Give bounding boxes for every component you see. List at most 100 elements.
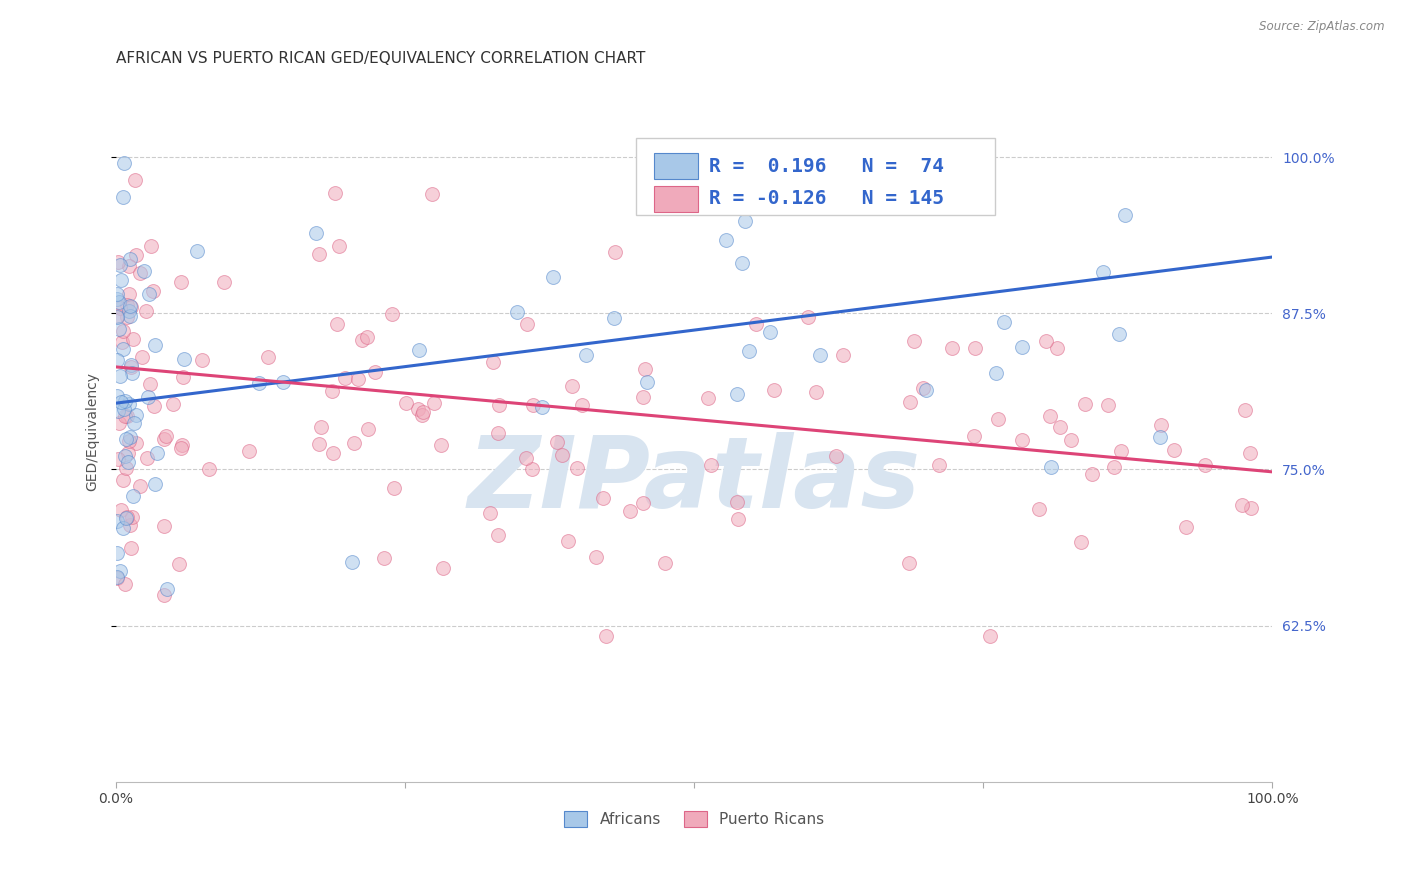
Point xyxy=(131,350,153,364)
Point xyxy=(395,396,418,410)
Point xyxy=(574,348,596,362)
Point xyxy=(115,509,138,524)
Point xyxy=(125,408,148,422)
Point xyxy=(411,408,433,422)
Point xyxy=(429,438,451,452)
Point xyxy=(965,342,987,356)
Point xyxy=(408,343,430,357)
Point xyxy=(1150,418,1173,433)
Point xyxy=(118,299,141,313)
Point xyxy=(118,259,141,273)
Point xyxy=(256,350,278,364)
Text: R = -0.126   N = 145: R = -0.126 N = 145 xyxy=(709,189,945,209)
Point xyxy=(831,348,853,362)
Point xyxy=(333,371,356,385)
Point xyxy=(941,341,963,355)
Point xyxy=(516,317,538,331)
Point xyxy=(808,347,831,361)
Point xyxy=(432,561,454,575)
Point xyxy=(120,518,142,533)
Point xyxy=(1011,433,1033,447)
Point xyxy=(696,392,718,406)
Point xyxy=(634,361,657,376)
Point xyxy=(506,305,529,319)
Point xyxy=(522,462,544,476)
Point xyxy=(238,444,260,458)
Point xyxy=(115,298,138,312)
Point xyxy=(153,518,176,533)
Point xyxy=(903,334,925,348)
Point xyxy=(170,441,193,455)
Point xyxy=(108,258,131,272)
Point xyxy=(928,458,950,473)
Point xyxy=(762,383,785,397)
Text: AFRICAN VS PUERTO RICAN GED/EQUIVALENCY CORRELATION CHART: AFRICAN VS PUERTO RICAN GED/EQUIVALENCY … xyxy=(115,51,645,66)
Point xyxy=(110,394,132,409)
Point xyxy=(1046,341,1069,355)
Point xyxy=(135,451,157,466)
Point xyxy=(138,390,160,404)
Point xyxy=(486,425,509,440)
Point xyxy=(105,570,128,584)
Point xyxy=(1114,208,1136,222)
Point xyxy=(107,404,129,418)
Point xyxy=(1230,499,1253,513)
Point xyxy=(1035,334,1057,349)
Point xyxy=(382,481,405,495)
FancyBboxPatch shape xyxy=(637,138,995,215)
Point xyxy=(115,409,138,423)
Point xyxy=(515,451,537,466)
Point xyxy=(114,402,136,417)
Point xyxy=(631,496,654,510)
Point xyxy=(105,310,128,324)
Point xyxy=(993,315,1015,329)
Point xyxy=(986,366,1008,380)
Point xyxy=(347,372,370,386)
Point xyxy=(111,473,134,487)
Y-axis label: GED/Equivalency: GED/Equivalency xyxy=(86,372,100,491)
Point xyxy=(1194,458,1216,473)
Point xyxy=(595,629,617,643)
Point xyxy=(488,398,510,412)
Point xyxy=(124,436,146,450)
Point xyxy=(153,588,176,602)
Point xyxy=(135,304,157,318)
Point xyxy=(107,452,129,467)
Point xyxy=(557,534,579,549)
Point xyxy=(571,398,593,412)
Point xyxy=(1080,467,1102,482)
Point xyxy=(121,510,143,524)
Point xyxy=(1049,419,1071,434)
Point xyxy=(143,399,166,413)
Point xyxy=(110,503,132,517)
Point xyxy=(173,351,195,366)
Point xyxy=(381,307,404,321)
Text: ZIPatlas: ZIPatlas xyxy=(468,433,921,529)
Point xyxy=(603,311,626,326)
Point xyxy=(725,387,748,401)
Point xyxy=(138,287,160,301)
Point xyxy=(1097,398,1119,412)
Point xyxy=(824,449,846,463)
Point xyxy=(406,402,429,417)
Point xyxy=(112,521,135,535)
Point xyxy=(412,404,434,418)
Point xyxy=(350,333,373,347)
Point xyxy=(321,384,343,399)
Point xyxy=(111,324,134,338)
Point xyxy=(156,582,179,596)
Point xyxy=(108,301,131,315)
Point xyxy=(364,365,387,379)
Point xyxy=(115,433,138,447)
FancyBboxPatch shape xyxy=(654,186,697,212)
Point xyxy=(326,317,349,331)
Point xyxy=(737,343,759,358)
Point xyxy=(114,393,136,408)
Point xyxy=(152,432,174,446)
Point xyxy=(592,491,614,505)
Point xyxy=(343,435,366,450)
Point xyxy=(567,461,589,475)
Point xyxy=(118,430,141,444)
Point xyxy=(309,420,332,434)
Point xyxy=(105,389,128,403)
